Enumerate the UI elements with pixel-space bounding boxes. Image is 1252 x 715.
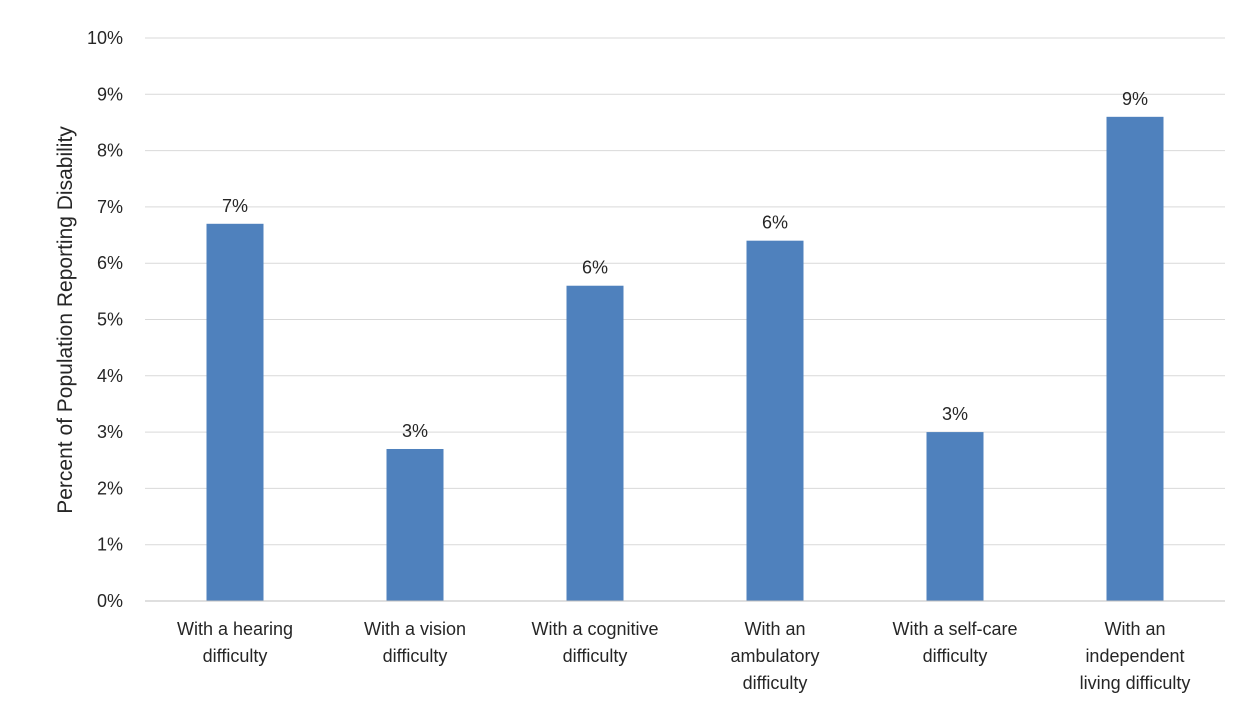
gridlines xyxy=(145,37,1225,546)
y-tick-label: 9% xyxy=(97,84,123,104)
y-tick-label: 3% xyxy=(97,422,123,442)
x-category-label: With a hearing difficulty xyxy=(177,619,293,666)
data-label: 9% xyxy=(1122,89,1148,109)
data-label: 7% xyxy=(222,196,248,216)
y-axis-title: Percent of Population Reporting Disabili… xyxy=(54,126,77,514)
data-label: 3% xyxy=(402,421,428,441)
bar xyxy=(206,223,264,602)
y-tick-label: 10% xyxy=(87,28,123,48)
data-label: 3% xyxy=(942,404,968,424)
x-category-label: With a vision difficulty xyxy=(364,619,466,666)
bar xyxy=(746,240,804,601)
x-category-label: With a self-care difficulty xyxy=(892,619,1017,666)
bar xyxy=(566,285,624,601)
data-label: 6% xyxy=(762,213,788,233)
bar xyxy=(386,448,444,601)
y-tick-label: 7% xyxy=(97,197,123,217)
labels: 0% 1% 2% 3% 4% 5% 6% 7% 8% 9% 10% 7% With a hearing d… xyxy=(87,28,1190,693)
y-tick-label: 6% xyxy=(97,253,123,273)
x-category-label: With a cognitive difficulty xyxy=(531,619,658,666)
x-category-label: With an ambulatory difficulty xyxy=(730,619,819,693)
y-tick-label: 5% xyxy=(97,310,123,330)
bar xyxy=(1106,116,1164,601)
y-tick-label: 8% xyxy=(97,141,123,161)
bar xyxy=(926,432,984,601)
y-tick-label: 0% xyxy=(97,591,123,611)
bars xyxy=(206,116,1164,602)
y-tick-label: 2% xyxy=(97,478,123,498)
y-tick-label: 4% xyxy=(97,366,123,386)
x-category-label: With an independent living difficulty xyxy=(1080,619,1191,693)
data-label: 6% xyxy=(582,258,608,278)
y-tick-label: 1% xyxy=(97,535,123,555)
